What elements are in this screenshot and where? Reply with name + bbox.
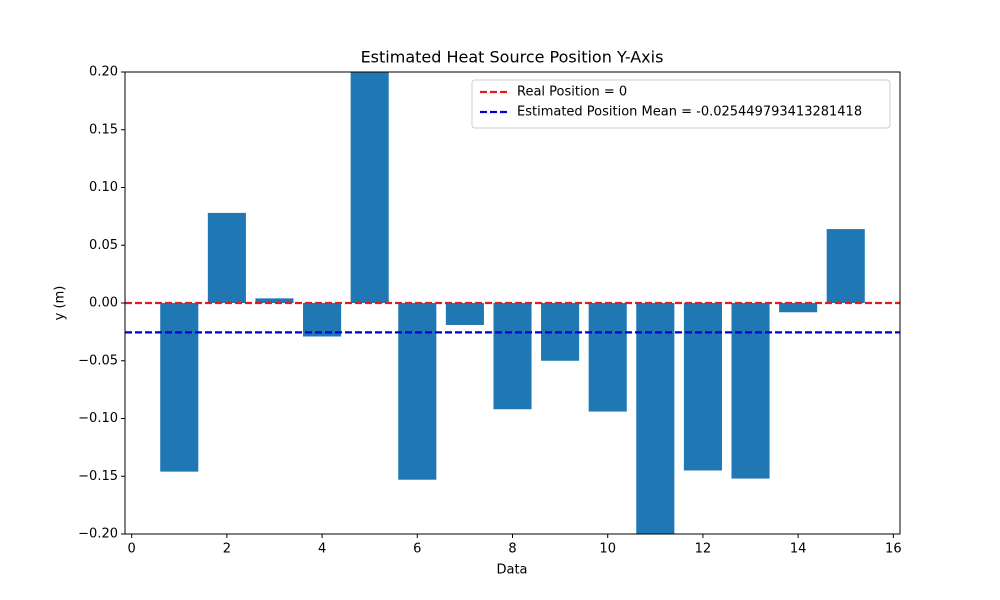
x-tick-label: 8 [508, 542, 516, 557]
x-tick-label: 0 [128, 542, 136, 557]
y-tick-label: −0.15 [78, 469, 118, 484]
chart-title: Estimated Heat Source Position Y-Axis [361, 48, 664, 67]
bar [493, 303, 532, 410]
y-tick-label: −0.05 [78, 353, 118, 368]
x-axis-label: Data [496, 563, 527, 578]
x-tick-label: 12 [695, 542, 712, 557]
bar [303, 303, 342, 337]
y-tick-label: 0.15 [89, 122, 118, 137]
legend-label: Estimated Position Mean = -0.02544979341… [517, 105, 862, 120]
legend-box [471, 79, 891, 129]
bar [445, 303, 484, 325]
bar [636, 303, 675, 534]
bar [588, 303, 627, 412]
x-tick-label: 14 [790, 542, 807, 557]
bar [398, 303, 437, 480]
bar [779, 303, 818, 313]
x-tick-label: 4 [318, 542, 326, 557]
bar [207, 212, 246, 303]
y-tick-label: −0.10 [78, 411, 118, 426]
legend: Real Position = 0 Estimated Position Mean… [471, 79, 891, 129]
x-tick-label: 16 [885, 542, 902, 557]
legend-label: Real Position = 0 [517, 85, 627, 100]
x-tick-label: 6 [413, 542, 421, 557]
x-tick-label: 2 [223, 542, 231, 557]
y-tick-label: 0.20 [89, 65, 118, 80]
bar [826, 229, 865, 303]
y-tick-label: −0.20 [78, 527, 118, 542]
plot-area [125, 72, 900, 534]
y-tick-label: 0.05 [89, 238, 118, 253]
x-tick-label: 10 [599, 542, 616, 557]
bar [160, 303, 199, 472]
bar [683, 303, 722, 471]
bar [731, 303, 770, 479]
bar [255, 298, 294, 303]
y-axis-label: y (m) [53, 286, 68, 321]
y-tick-label: 0.10 [89, 180, 118, 195]
bar [350, 72, 389, 304]
y-tick-label: 0.00 [89, 296, 118, 311]
